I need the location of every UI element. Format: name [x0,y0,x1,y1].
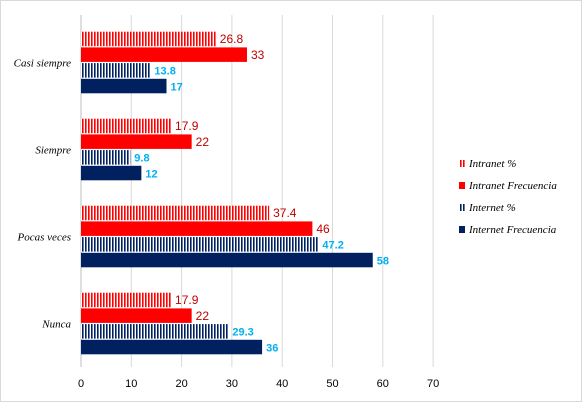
bar-internet-frecuencia [81,252,373,268]
x-tick-label: 20 [175,378,187,390]
legend: Intranet % Intranet Frecuencia Internet % I… [459,158,557,236]
bar-intranet [81,31,216,47]
data-label: 13.8 [154,66,175,78]
bar-internet-frecuencia [81,165,142,181]
plot-area: 26.8 33 13.8 17 17.9 22 9.8 12 37.4 46 47.2 58 17.9 2… [81,31,389,355]
bar-internet-frecuencia [81,78,167,94]
bar-internet [81,237,319,252]
legend-label: Intranet % [468,158,516,170]
y-axis: Casi siempre Siempre Pocas veces Nunca [14,58,72,331]
category-label: Siempre [35,145,71,157]
bar-intranet [81,205,270,221]
data-label: 22 [196,309,210,323]
category-label: Nunca [41,319,71,331]
x-tick-label: 50 [326,378,338,390]
bar-intranet-frecuencia [81,134,192,149]
x-tick-label: 40 [276,378,288,390]
bar-internet-frecuencia [81,339,263,355]
legend-swatch [459,182,465,189]
legend-swatch [459,204,465,211]
data-label: 33 [251,48,265,62]
category-label: Pocas veces [17,232,71,244]
data-label: 46 [316,222,330,236]
data-label: 37.4 [273,206,297,220]
legend-label: Internet Frecuencia [468,224,557,236]
bar-internet [81,324,229,339]
bar-internet [81,150,131,165]
x-tick-label: 30 [226,378,238,390]
bar-intranet-frecuencia [81,47,247,62]
bar-intranet [81,118,172,134]
legend-label: Intranet Frecuencia [468,180,557,192]
bar-intranet-frecuencia [81,308,192,323]
data-label: 47.2 [322,240,343,252]
data-label: 17.9 [175,119,199,133]
x-tick-label: 60 [377,378,389,390]
data-label: 58 [377,255,389,267]
bar-internet [81,63,151,78]
legend-swatch [459,226,465,233]
data-label: 12 [145,168,157,180]
data-label: 26.8 [220,32,244,46]
data-label: 29.3 [232,327,253,339]
bar-intranet-frecuencia [81,221,313,236]
x-tick-label: 10 [125,378,137,390]
x-tick-label: 70 [427,378,439,390]
data-label: 22 [196,135,210,149]
legend-label: Internet % [468,202,516,214]
data-label: 17 [171,81,183,93]
data-label: 36 [266,342,278,354]
data-label: 17.9 [175,293,199,307]
data-label: 9.8 [134,153,149,165]
legend-swatch [459,160,465,167]
bar-intranet [81,292,172,308]
category-label: Casi siempre [14,58,71,70]
x-tick-label: 0 [78,378,84,390]
